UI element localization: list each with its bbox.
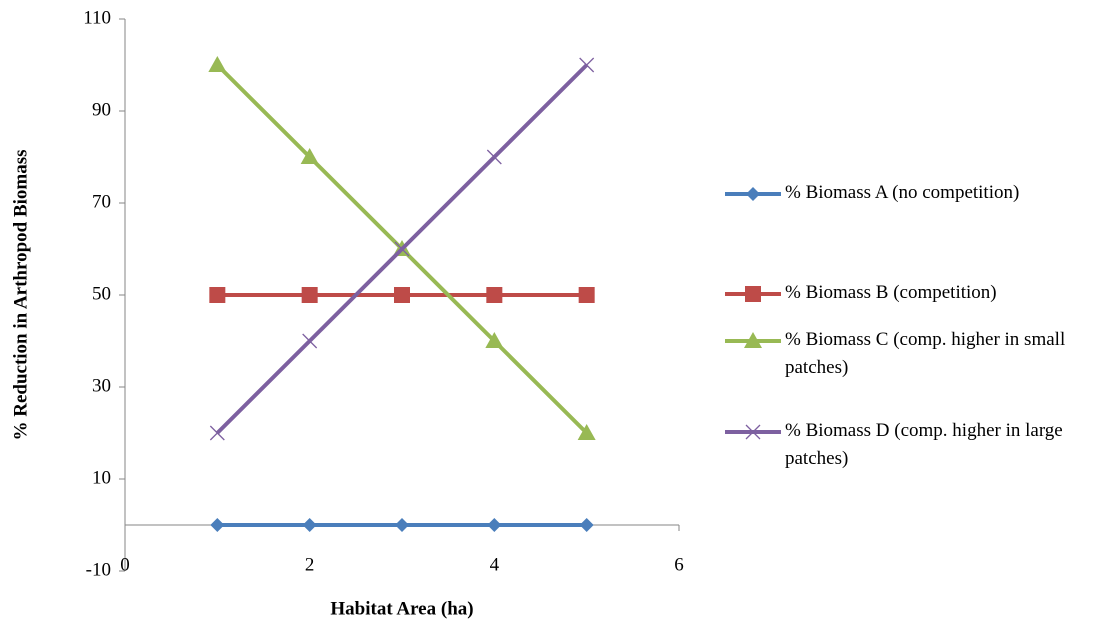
x-tick-label: 4 [490, 554, 500, 575]
legend-marker [745, 286, 761, 302]
y-tick-label: 50 [92, 283, 111, 304]
data-point [485, 332, 504, 348]
data-point [579, 57, 595, 73]
data-point [210, 518, 225, 532]
y-axis-title: % Reduction in Arthropod Biomass [10, 149, 31, 440]
data-point [208, 56, 227, 72]
data-point [302, 333, 318, 349]
legend-label: % Biomass A (no competition) [785, 182, 1019, 203]
legend-label-line: % Biomass C (comp. higher in small [785, 329, 1065, 350]
legend-marker [744, 332, 762, 348]
y-tick-label: 30 [92, 375, 111, 396]
data-point [300, 148, 319, 164]
x-axis-title: Habitat Area (ha) [330, 598, 473, 619]
legend-marker [745, 424, 761, 440]
legend-label-line: patches) [785, 357, 848, 378]
data-point [579, 518, 594, 532]
data-point [301, 287, 318, 303]
data-point [209, 425, 225, 441]
legend-label-line: patches) [785, 448, 848, 469]
legend-label: % Biomass B (competition) [785, 282, 997, 303]
legend-label-line: % Biomass A (no competition) [785, 182, 1019, 203]
legend-label: % Biomass D (comp. higher in large patche… [785, 420, 1063, 469]
y-tick-label: 90 [92, 99, 111, 120]
legend-label-line: % Biomass D (comp. higher in large [785, 420, 1063, 441]
data-point [395, 518, 409, 532]
legend-label: % Biomass C (comp. higher in small patche… [785, 329, 1065, 378]
y-tick-label: 110 [83, 7, 111, 28]
data-point [209, 287, 226, 303]
y-tick-label: -10 [86, 559, 111, 580]
x-tick-label: 2 [305, 554, 315, 575]
data-point [394, 241, 410, 257]
legend-marker [746, 187, 760, 201]
data-point [302, 518, 317, 532]
data-point [486, 149, 502, 165]
data-point [577, 424, 596, 440]
data-point [487, 518, 502, 532]
x-tick-label: 6 [674, 554, 684, 575]
data-point [486, 287, 503, 303]
data-point [394, 287, 410, 303]
y-tick-label: 10 [92, 467, 111, 488]
y-tick-label: 70 [92, 191, 111, 212]
data-point [578, 287, 595, 303]
x-tick-label: 0 [120, 554, 130, 575]
legend-label-line: % Biomass B (competition) [785, 282, 997, 303]
